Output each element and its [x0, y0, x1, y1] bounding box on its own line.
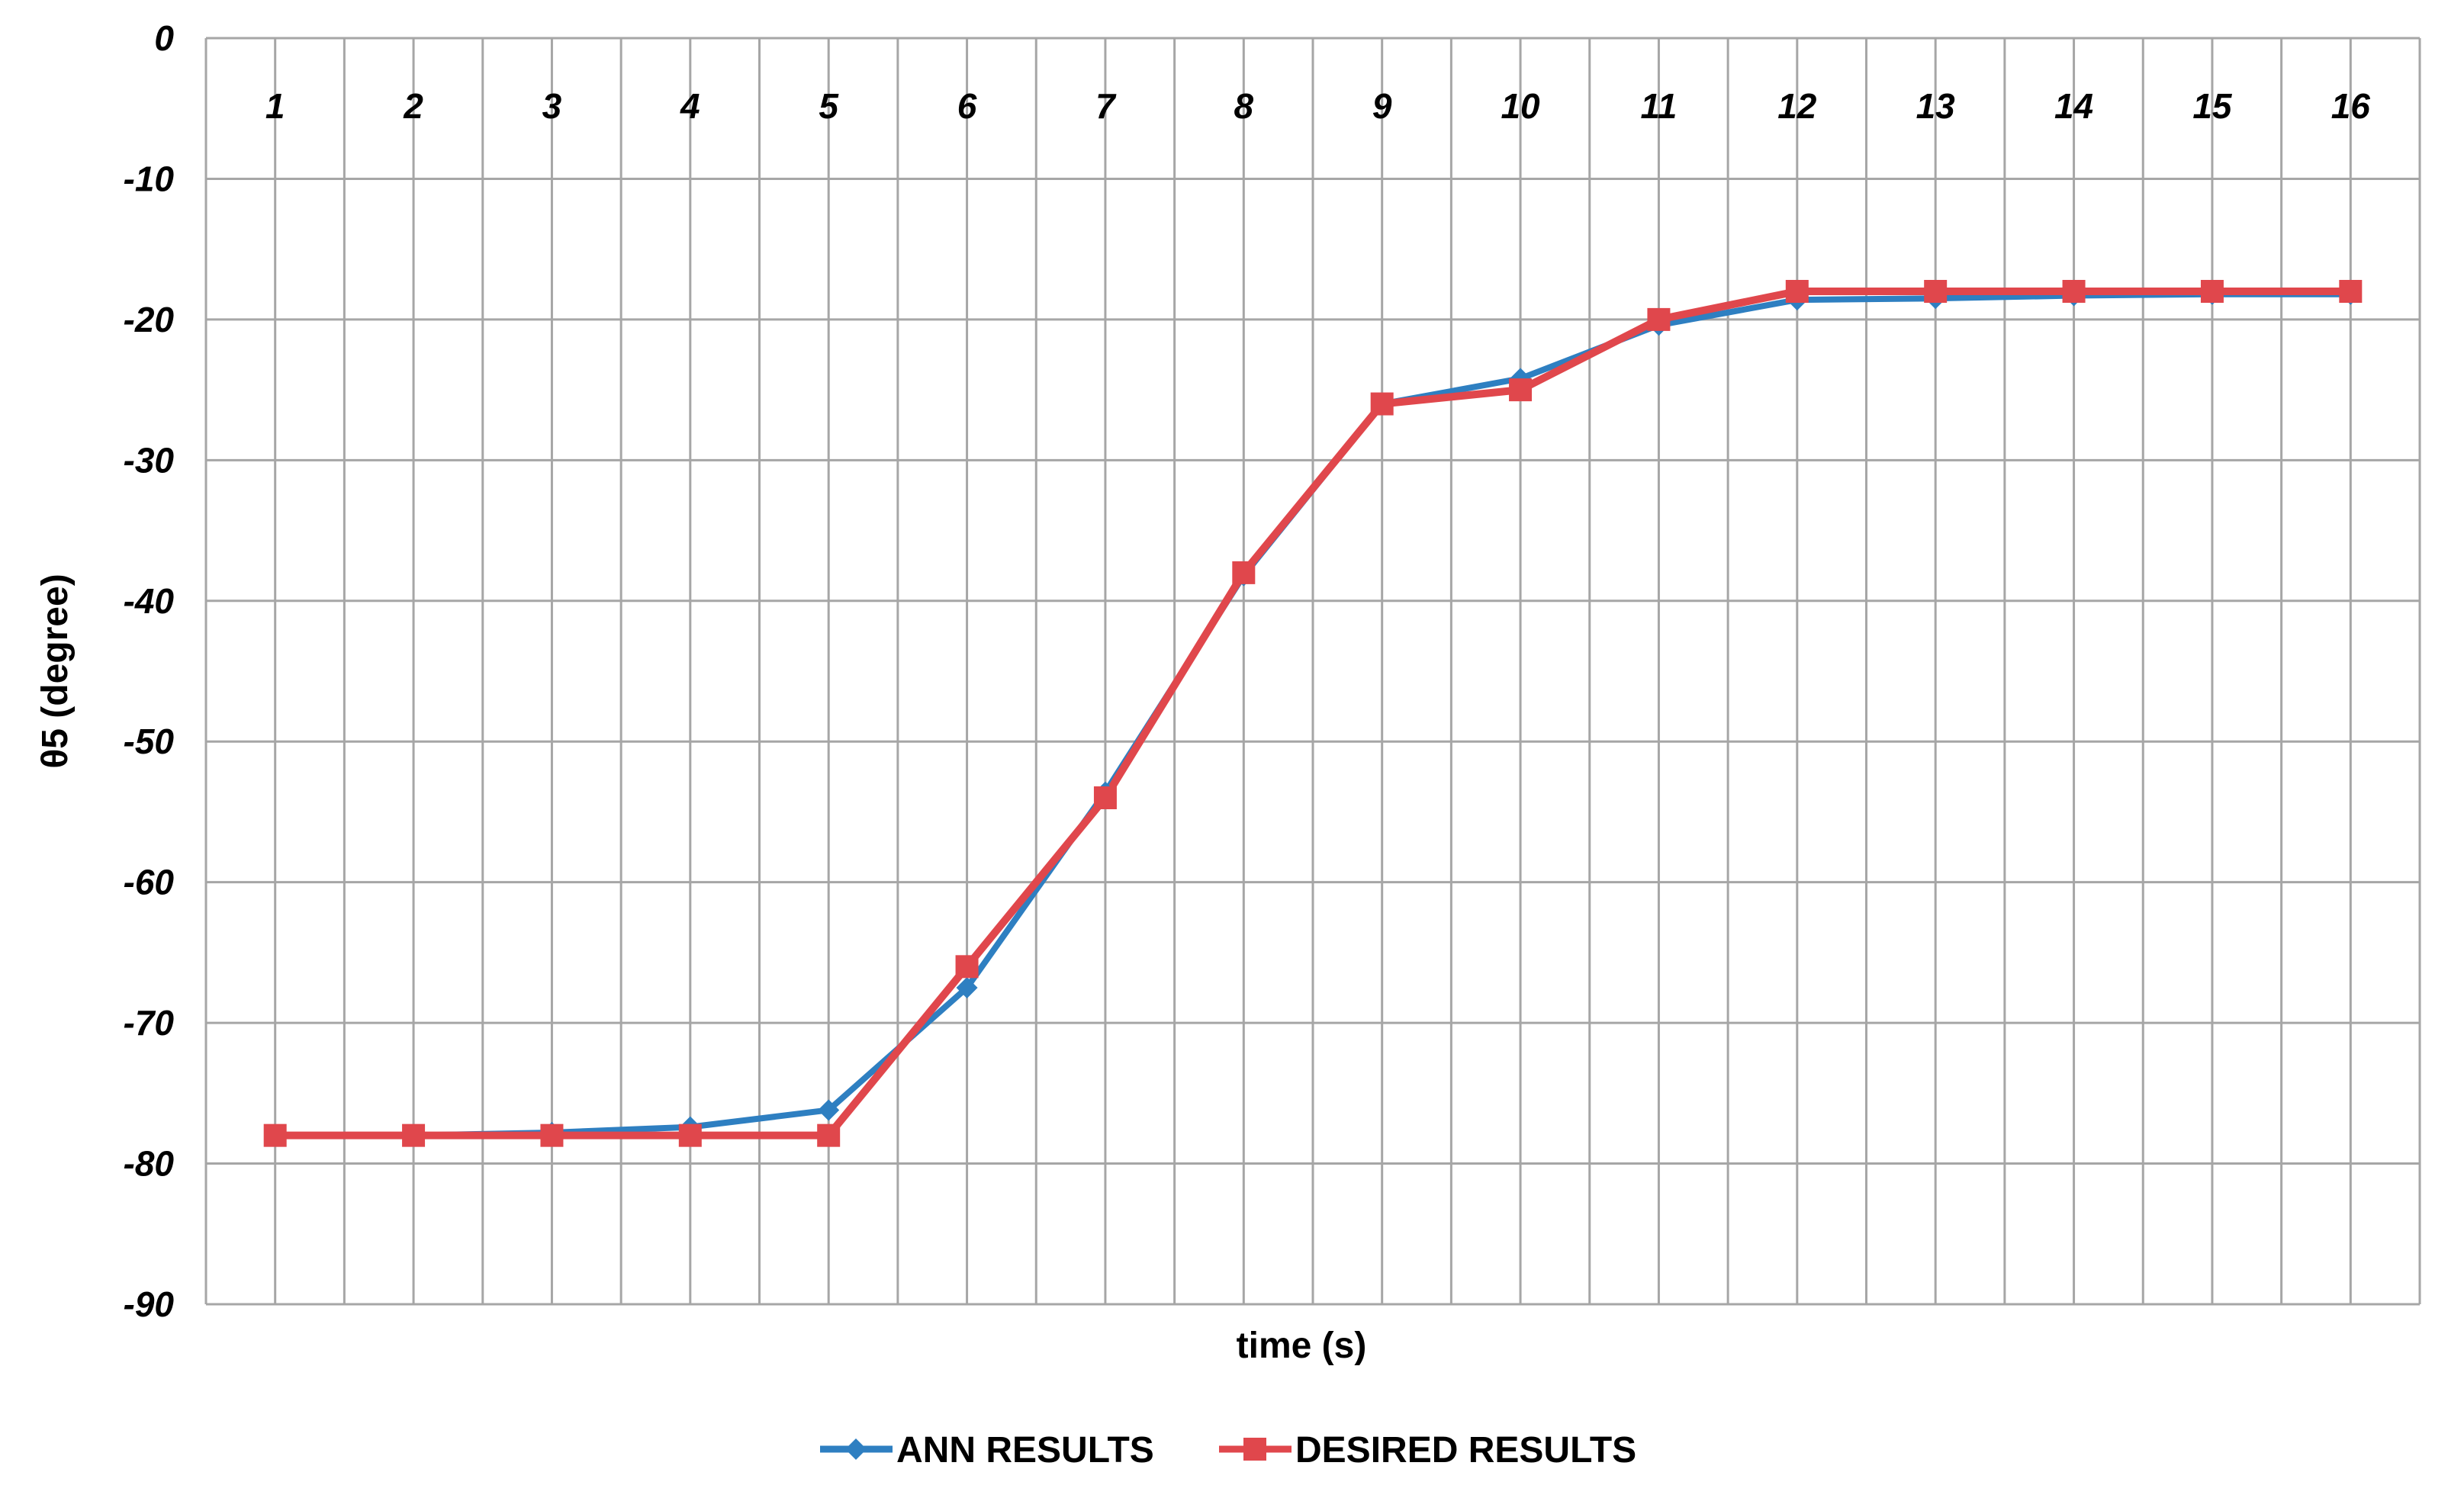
x-tick-label: 7	[1095, 86, 1117, 126]
x-tick-label: 16	[2331, 86, 2371, 126]
legend-label: ANN RESULTS	[896, 1430, 1154, 1471]
x-tick-label: 14	[2054, 86, 2093, 126]
y-tick-label: 0	[154, 18, 174, 58]
data-point-desired	[402, 1123, 426, 1147]
data-point-desired	[1232, 561, 1256, 584]
legend-label: DESIRED RESULTS	[1295, 1430, 1636, 1471]
x-tick-label: 1	[265, 86, 285, 126]
legend-marker-square	[1243, 1438, 1266, 1461]
y-tick-label: -80	[124, 1144, 175, 1184]
x-tick-label: 2	[403, 86, 423, 126]
x-tick-label: 12	[1777, 86, 1817, 126]
data-point-desired	[817, 1123, 841, 1147]
x-tick-label: 5	[819, 86, 839, 126]
x-tick-label: 8	[1234, 86, 1254, 126]
x-tick-label: 11	[1641, 86, 1678, 126]
y-tick-label: -90	[124, 1284, 175, 1324]
series-line	[275, 288, 2351, 1139]
data-point-desired	[1370, 392, 1394, 416]
x-tick-label: 13	[1916, 86, 1956, 126]
legend-marker-diamond	[845, 1438, 867, 1460]
data-point-desired	[2062, 280, 2086, 303]
y-axis-ticks: 0 -10 -20 -30 -40 -50 -60 -70 -80 -90	[124, 18, 175, 1324]
series-layer	[263, 280, 2363, 1147]
grid-lines	[204, 37, 2421, 1306]
x-tick-label: 6	[957, 86, 977, 126]
y-tick-label: -60	[124, 863, 175, 902]
y-tick-label: -10	[124, 159, 175, 198]
data-point-ann	[956, 977, 978, 998]
x-tick-label: 15	[2192, 86, 2233, 126]
x-axis-label: time (s)	[1237, 1326, 1367, 1366]
y-tick-label: -40	[124, 581, 175, 621]
x-tick-label: 3	[542, 86, 562, 126]
x-tick-label: 9	[1372, 86, 1392, 126]
x-tick-label: 4	[680, 86, 700, 126]
x-tick-label: 10	[1501, 86, 1540, 126]
y-tick-label: -30	[124, 440, 175, 480]
y-tick-label: -20	[124, 300, 175, 339]
x-axis-ticks: 1 2 3 4 5 6 7 8 9 10 11 12 13 14 15 16	[265, 86, 2370, 126]
data-point-desired	[1093, 786, 1117, 809]
data-point-desired	[2339, 280, 2363, 303]
data-point-ann	[818, 1099, 840, 1121]
data-point-desired	[955, 955, 979, 979]
y-tick-label: -50	[124, 722, 175, 761]
data-point-desired	[1509, 378, 1533, 402]
legend: ANN RESULTS DESIRED RESULTS	[820, 1430, 1636, 1471]
data-point-desired	[1924, 280, 1948, 303]
data-point-desired	[1647, 307, 1671, 331]
data-point-desired	[263, 1123, 287, 1147]
data-point-desired	[2200, 280, 2224, 303]
y-tick-label: -70	[124, 1003, 175, 1043]
data-point-desired	[540, 1123, 564, 1147]
data-point-desired	[1785, 280, 1809, 303]
y-axis-label: θ5 (degree)	[35, 574, 76, 768]
data-point-desired	[678, 1123, 702, 1147]
